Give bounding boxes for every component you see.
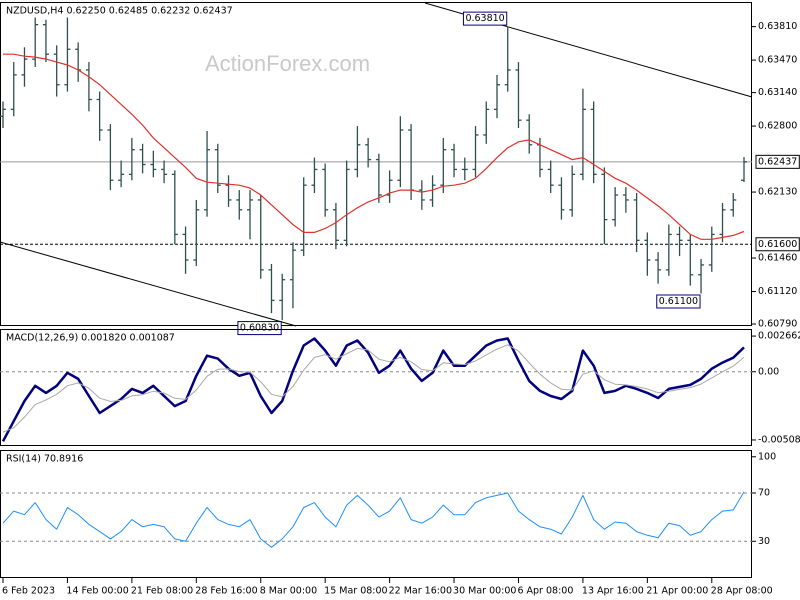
x-tick-label: 6 Feb 2023	[2, 586, 55, 597]
indicator-line	[2, 491, 745, 548]
y-tick-label: 100	[758, 451, 776, 462]
price-line-label: 0.61600	[758, 239, 797, 250]
label-box	[237, 321, 282, 336]
y-tick-label: -0.005089	[758, 434, 800, 445]
y-tick-label: 0.63140	[758, 87, 797, 98]
y-tick-label: 0.61120	[758, 286, 797, 297]
x-tick-label: 8 Mar 00:00	[260, 586, 317, 597]
y-tick-label: 0.002662	[758, 331, 800, 342]
y-tick-label: 0.61460	[758, 253, 797, 264]
x-tick-label: 21 Apr 00:00	[646, 586, 708, 597]
label-box	[462, 11, 508, 26]
x-tick-label: 14 Feb 00:00	[66, 586, 128, 597]
panel-frame	[0, 450, 752, 578]
panel-title: NZDUSD,H4 0.62250 0.62485 0.62232 0.6243…	[6, 6, 233, 17]
indicator-line	[1, 337, 745, 442]
moving-average	[3, 53, 745, 240]
x-tick-label: 30 Mar 00:00	[453, 586, 516, 597]
y-tick-label: 0.62800	[758, 121, 797, 132]
x-tick-label: 28 Feb 16:00	[195, 586, 257, 597]
panel-title: MACD(12,26,9) 0.001820 0.001087	[6, 333, 175, 344]
y-tick-label: 30	[758, 536, 770, 547]
y-tick-label: 0.60790	[758, 319, 797, 330]
x-tick-label: 15 Mar 08:00	[324, 586, 387, 597]
x-tick-label: 28 Apr 08:00	[711, 586, 773, 597]
x-tick-label: 13 Apr 16:00	[582, 586, 644, 597]
annotation-label: 0.61100	[659, 296, 698, 307]
annotation-label: 0.60830	[240, 323, 279, 334]
y-tick-label: 70	[758, 487, 770, 498]
panel-frame	[0, 2, 752, 326]
y-tick-label: 0.63810	[758, 21, 797, 32]
panel-title: RSI(14) 70.8916	[6, 454, 83, 465]
label-box	[4, 452, 86, 466]
panel-frame	[0, 329, 752, 446]
annotation-label: 0.63810	[465, 13, 504, 24]
x-tick-label: 21 Feb 08:00	[131, 586, 193, 597]
price-line-label: 0.62437	[758, 156, 797, 167]
label-box	[4, 331, 177, 345]
label-box	[755, 154, 800, 169]
label-box	[656, 294, 701, 309]
y-tick-label: 0.63470	[758, 55, 797, 66]
channel-lower	[0, 241, 297, 327]
indicator-line	[2, 344, 745, 433]
watermark: ActionForex.com	[205, 51, 370, 76]
x-tick-label: 6 Apr 08:00	[517, 586, 573, 597]
y-tick-label: 0.00	[758, 366, 779, 377]
label-box	[755, 237, 800, 252]
x-tick-label: 22 Mar 16:00	[389, 586, 452, 597]
label-box	[4, 4, 235, 18]
y-tick-label: 0.62130	[758, 187, 797, 198]
